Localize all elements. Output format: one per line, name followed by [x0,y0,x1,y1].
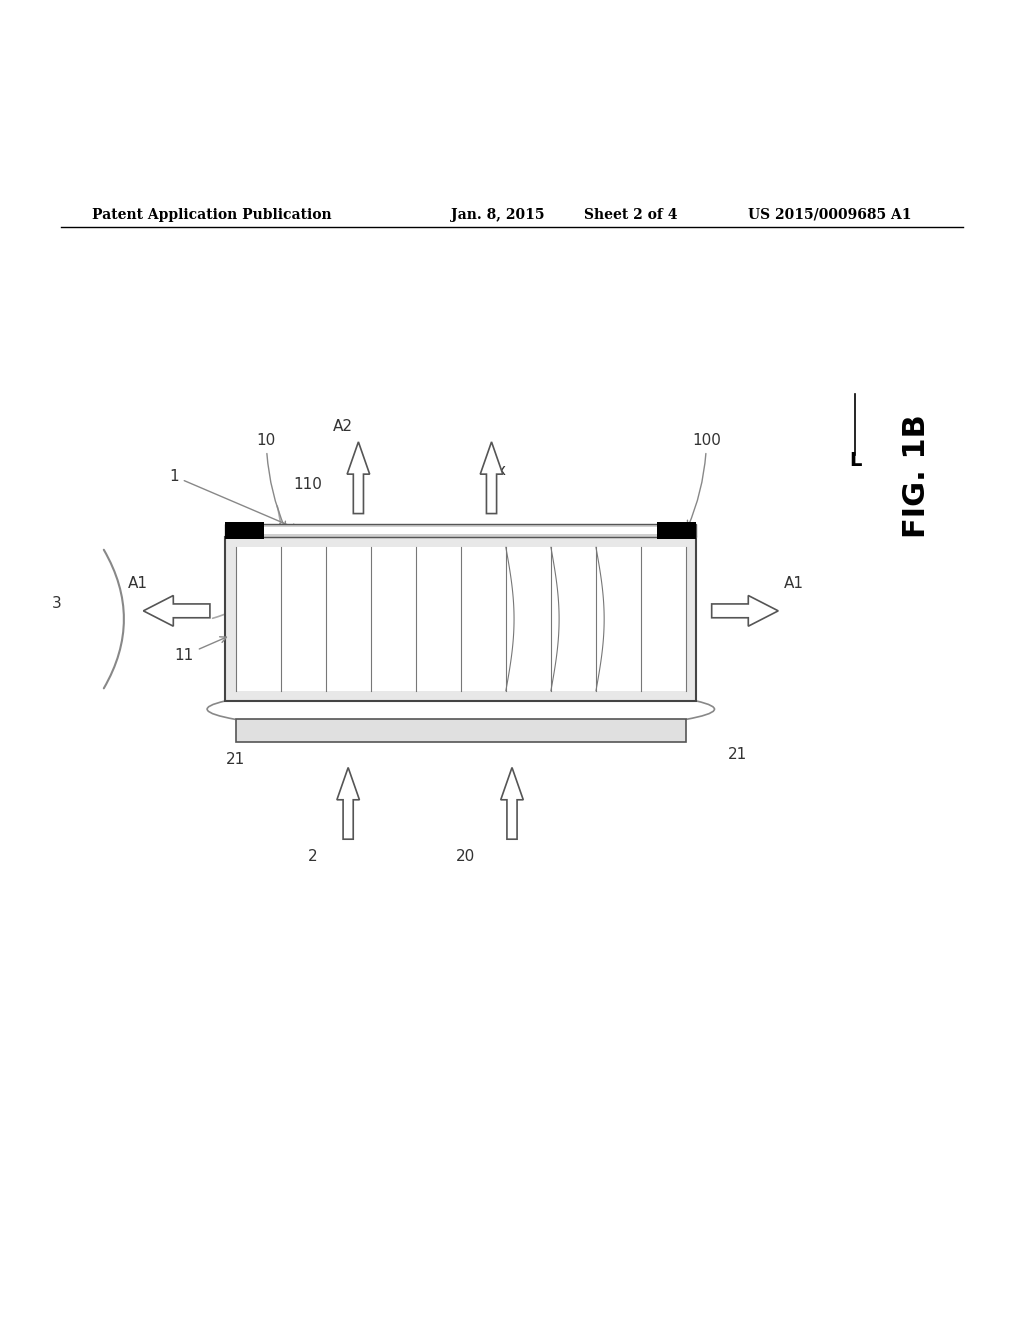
Text: FIG. 1B: FIG. 1B [902,413,931,537]
Text: 11: 11 [175,636,226,663]
FancyArrowPatch shape [213,506,282,618]
Text: 10: 10 [257,433,286,528]
Text: Sheet 2 of 4: Sheet 2 of 4 [584,207,677,222]
Text: A1: A1 [783,576,804,590]
Bar [230,527,691,535]
Text: US 2015/0009685 A1: US 2015/0009685 A1 [748,207,911,222]
Bar [225,537,696,701]
Polygon shape [712,595,778,626]
Text: 100: 100 [687,433,721,527]
Text: x: x [497,463,506,478]
Text: 21: 21 [226,752,245,767]
Bar [225,521,264,539]
Polygon shape [337,767,359,840]
Bar [225,524,696,537]
Polygon shape [347,442,370,513]
Text: A2: A2 [333,418,353,434]
Text: L: L [849,451,861,470]
Bar [657,521,696,539]
Text: Jan. 8, 2015: Jan. 8, 2015 [451,207,544,222]
Text: Patent Application Publication: Patent Application Publication [92,207,332,222]
Text: 20: 20 [457,850,475,865]
Polygon shape [480,442,503,513]
Bar [236,548,686,690]
Text: A1: A1 [128,576,148,590]
Text: 1: 1 [169,469,298,529]
Text: 2: 2 [307,850,317,865]
Text: 3: 3 [51,597,61,611]
Text: 21: 21 [728,747,746,762]
Bar [236,719,686,742]
Text: 110: 110 [294,478,323,492]
Polygon shape [501,767,523,840]
Polygon shape [143,595,210,626]
